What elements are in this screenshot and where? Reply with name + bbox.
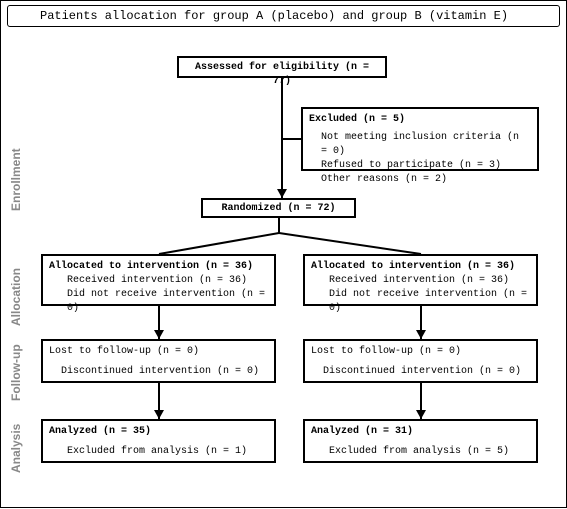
alloc-b-title: Allocated to intervention (n = 36) <box>311 261 515 272</box>
alloc-a-l2: Did not receive intervention (n = 0) <box>49 288 268 316</box>
box-followup-b: Lost to follow-up (n = 0) Discontinued i… <box>303 339 538 383</box>
box-followup-a: Lost to follow-up (n = 0) Discontinued i… <box>41 339 276 383</box>
fu-b-l2: Discontinued intervention (n = 0) <box>311 365 530 379</box>
alloc-b-l1: Received intervention (n = 36) <box>311 274 530 288</box>
excluded-l3: Other reasons (n = 2) <box>309 173 531 187</box>
an-b-l1: Excluded from analysis (n = 5) <box>311 445 530 459</box>
alloc-a-l1: Received intervention (n = 36) <box>49 274 268 288</box>
diagram-container: Patients allocation for group A (placebo… <box>0 0 567 508</box>
phase-label-followup: Follow-up <box>9 344 23 401</box>
phase-label-allocation: Allocation <box>9 268 23 326</box>
excluded-l2: Refused to participate (n = 3) <box>309 159 531 173</box>
box-analysis-b: Analyzed (n = 31) Excluded from analysis… <box>303 419 538 463</box>
excluded-l1: Not meeting inclusion criteria (n = 0) <box>309 131 531 159</box>
fu-a-l1: Lost to follow-up (n = 0) <box>49 346 199 357</box>
box-assessed: Assessed for eligibility (n = 77) <box>177 56 387 78</box>
an-b-title: Analyzed (n = 31) <box>311 426 413 437</box>
an-a-title: Analyzed (n = 35) <box>49 426 151 437</box>
alloc-b-l2: Did not receive intervention (n = 0) <box>311 288 530 316</box>
box-allocation-b: Allocated to intervention (n = 36) Recei… <box>303 254 538 306</box>
phase-label-analysis: Analysis <box>9 424 23 473</box>
alloc-a-title: Allocated to intervention (n = 36) <box>49 261 253 272</box>
figure-title: Patients allocation for group A (placebo… <box>7 5 560 27</box>
box-allocation-a: Allocated to intervention (n = 36) Recei… <box>41 254 276 306</box>
fu-a-l2: Discontinued intervention (n = 0) <box>49 365 268 379</box>
fu-b-l1: Lost to follow-up (n = 0) <box>311 346 461 357</box>
phase-label-enrollment: Enrollment <box>9 148 23 211</box>
box-excluded: Excluded (n = 5) Not meeting inclusion c… <box>301 107 539 171</box>
excluded-title: Excluded (n = 5) <box>309 114 405 125</box>
an-a-l1: Excluded from analysis (n = 1) <box>49 445 268 459</box>
box-analysis-a: Analyzed (n = 35) Excluded from analysis… <box>41 419 276 463</box>
box-randomized: Randomized (n = 72) <box>201 198 356 218</box>
